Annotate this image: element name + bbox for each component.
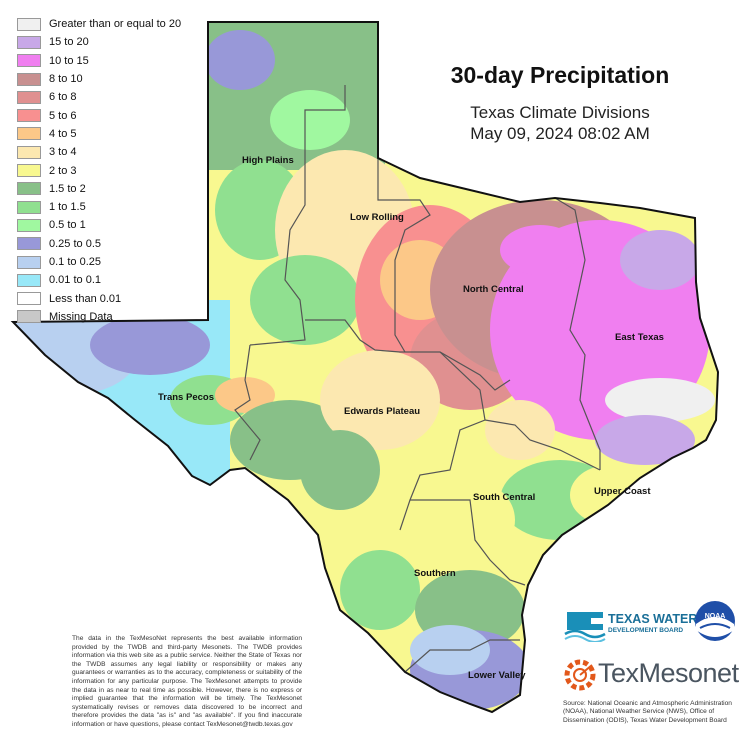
legend-label: 15 to 20 xyxy=(49,36,89,49)
label-low-rolling: Low Rolling xyxy=(350,212,404,223)
legend-item: 0.01 to 0.1 xyxy=(17,271,181,289)
legend-item: 10 to 15 xyxy=(17,52,181,70)
legend-item: 1.5 to 2 xyxy=(17,180,181,198)
label-high-plains: High Plains xyxy=(242,155,294,166)
legend-label: 4 to 5 xyxy=(49,127,77,140)
label-north-central: North Central xyxy=(463,284,524,295)
legend-label: 5 to 6 xyxy=(49,109,77,122)
label-edwards-plateau: Edwards Plateau xyxy=(344,406,421,417)
legend-label: 0.01 to 0.1 xyxy=(49,274,101,287)
legend-item: 6 to 8 xyxy=(17,88,181,106)
legend-swatch xyxy=(17,182,41,196)
legend-swatch xyxy=(17,72,41,86)
twdb-name: TEXAS WATER xyxy=(608,612,698,626)
legend-label: Less than 0.01 xyxy=(49,292,122,305)
subtitle-line: Texas Climate Divisions xyxy=(470,103,650,122)
legend-label: 8 to 10 xyxy=(49,73,83,86)
legend-swatch xyxy=(17,90,41,104)
legend-item: Greater than or equal to 20 xyxy=(17,15,181,33)
legend-item: 8 to 10 xyxy=(17,70,181,88)
legend-swatch xyxy=(17,292,41,306)
legend-label: 1.5 to 2 xyxy=(49,182,86,195)
legend-item: 0.1 to 0.25 xyxy=(17,253,181,271)
legend-label: 10 to 15 xyxy=(49,54,89,67)
legend-item: 5 to 6 xyxy=(17,106,181,124)
legend-item: 2 to 3 xyxy=(17,161,181,179)
label-trans-pecos: Trans Pecos xyxy=(158,392,214,403)
map-subtitle: Texas Climate Divisions May 09, 2024 08:… xyxy=(380,102,740,144)
label-upper-coast: Upper Coast xyxy=(594,486,651,497)
legend-label: 6 to 8 xyxy=(49,91,77,104)
texmesonet-wordmark: TexMesonet xyxy=(598,658,739,688)
legend-item: Less than 0.01 xyxy=(17,289,181,307)
label-southern: Southern xyxy=(414,568,456,579)
label-lower-valley: Lower Valley xyxy=(468,670,526,681)
legend-label: 0.5 to 1 xyxy=(49,219,86,232)
legend: Greater than or equal to 20 15 to 20 10 to… xyxy=(17,15,181,326)
legend-item: 0.25 to 0.5 xyxy=(17,235,181,253)
twdb-logo: TEXAS WATER DEVELOPMENT BOARD xyxy=(563,606,697,646)
source-text: Source: National Oceanic and Atmospheric… xyxy=(563,700,732,724)
legend-item: Missing Data xyxy=(17,308,181,326)
timestamp: May 09, 2024 08:02 AM xyxy=(470,124,650,143)
legend-item: 4 to 5 xyxy=(17,125,181,143)
noaa-logo: NOAA xyxy=(694,600,736,642)
legend-label: 0.1 to 0.25 xyxy=(49,256,101,268)
legend-label: Missing Data xyxy=(49,310,113,323)
legend-label: 1 to 1.5 xyxy=(49,201,86,214)
legend-label: 2 to 3 xyxy=(49,164,77,177)
legend-swatch xyxy=(17,218,41,232)
twdb-emblem-icon xyxy=(564,612,606,642)
legend-swatch xyxy=(17,255,41,269)
noaa-emblem-icon xyxy=(695,601,735,641)
legend-swatch xyxy=(17,273,41,287)
legend-swatch xyxy=(17,310,41,324)
map-title: 30-day Precipitation xyxy=(450,62,670,88)
legend-swatch xyxy=(17,54,41,68)
noaa-label: NOAA xyxy=(704,613,726,620)
legend-item: 3 to 4 xyxy=(17,143,181,161)
label-south-central: South Central xyxy=(473,492,536,503)
texmesonet-logo: TexMesonet xyxy=(562,655,742,695)
texmesonet-gear-icon xyxy=(564,659,596,691)
division-boundaries xyxy=(234,85,601,673)
legend-swatch xyxy=(17,109,41,123)
legend-item: 1 to 1.5 xyxy=(17,198,181,216)
legend-swatch xyxy=(17,164,41,178)
legend-swatch xyxy=(17,200,41,214)
legend-label: Greater than or equal to 20 xyxy=(49,18,182,31)
label-east-texas: East Texas xyxy=(615,332,664,343)
legend-swatch xyxy=(17,17,41,31)
legend-swatch xyxy=(17,35,41,49)
twdb-subname: DEVELOPMENT BOARD xyxy=(608,627,684,634)
legend-label: 0.25 to 0.5 xyxy=(49,237,101,250)
legend-item: 0.5 to 1 xyxy=(17,216,181,234)
legend-swatch xyxy=(17,145,41,159)
disclaimer-text: The data in the TexMesoNet represents th… xyxy=(72,635,302,728)
legend-item: 15 to 20 xyxy=(17,33,181,51)
legend-swatch xyxy=(17,127,41,141)
legend-label: 3 to 4 xyxy=(49,146,77,159)
legend-swatch xyxy=(17,237,41,251)
